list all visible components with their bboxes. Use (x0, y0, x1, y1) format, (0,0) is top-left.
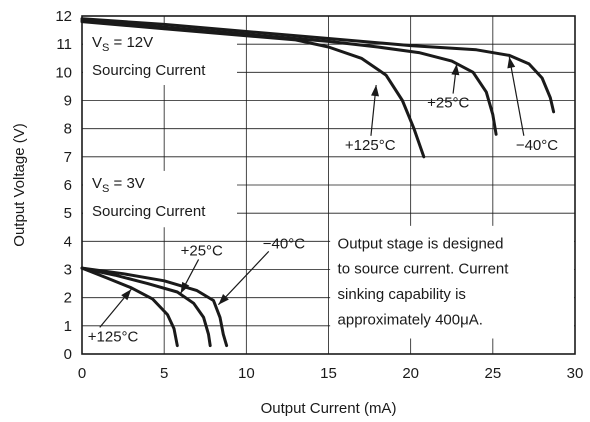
supply-label-value: = 12V (109, 34, 153, 51)
temperature-label-hi-125: +125°C (345, 137, 396, 154)
supply-voltage-label-12v: VS = 12V (92, 34, 153, 54)
temperature-label-lo-125: +125°C (88, 328, 139, 345)
x-tick-label: 0 (78, 365, 86, 382)
annotation-arrowhead (121, 289, 132, 301)
note-line-2: to source current. Current (338, 261, 510, 278)
label-box-12v (83, 30, 237, 86)
annotation-arrow-line (508, 56, 525, 136)
supply-label-base: V (92, 34, 102, 51)
x-axis-label: Output Current (mA) (261, 400, 397, 417)
annotation-arrowhead (218, 293, 229, 305)
annotation-arrowhead (507, 56, 516, 69)
y-tick-label: 3 (64, 262, 72, 279)
y-axis-label: Output Voltage (V) (11, 123, 28, 246)
y-tick-label: 9 (64, 93, 72, 110)
y-tick-label: 10 (55, 64, 72, 81)
y-tick-label: 4 (64, 233, 72, 250)
y-tick-label: 11 (56, 36, 72, 53)
y-tick-label: 6 (64, 177, 72, 194)
temperature-label-hi-25: +25°C (427, 95, 469, 112)
x-tick-label: 20 (402, 365, 419, 382)
curve-12v-40c-neg (80, 17, 556, 114)
y-tick-label: 0 (64, 346, 72, 363)
note-line-4: approximately 400μA. (338, 311, 483, 328)
y-tick-label: 8 (64, 121, 72, 138)
curve-3v-40c-neg (80, 266, 229, 348)
supply-voltage-label-3v: VS = 3V (92, 175, 145, 195)
label-box-3v (83, 170, 237, 228)
x-tick-label: 5 (160, 365, 168, 382)
temperature-label-hi-m40: −40°C (516, 137, 558, 154)
note-line-3: sinking capability is (338, 286, 466, 303)
sourcing-current-label-12v: Sourcing Current (92, 62, 206, 79)
curve-3v-25c (80, 266, 212, 348)
y-tick-label: 5 (64, 205, 72, 222)
y-tick-label: 1 (64, 318, 72, 335)
annotation-arrowhead (180, 281, 190, 294)
x-tick-label: 25 (484, 365, 501, 382)
x-tick-label: 15 (320, 365, 337, 382)
y-tick-label: 7 (64, 149, 72, 166)
note-line-1: Output stage is designed (338, 235, 504, 252)
x-tick-label: 30 (567, 365, 584, 382)
annotation-arrow-line (217, 250, 270, 306)
condition-label-boxes (83, 30, 237, 228)
annotation-arrowhead (371, 85, 380, 97)
supply-label-subscript: S (102, 42, 109, 54)
y-tick-label: 2 (64, 290, 72, 307)
note-box-background (330, 225, 574, 339)
curve-12v-25c (80, 18, 498, 136)
y-tick-label: 12 (55, 8, 72, 25)
curves (80, 17, 556, 348)
grid-lines (81, 15, 576, 355)
supply-label-base: V (92, 175, 102, 192)
temperature-label-lo-25: +25°C (181, 242, 223, 259)
plot-frame (81, 15, 576, 355)
curve-3v-125c (80, 266, 179, 348)
sourcing-current-label-3v: Sourcing Current (92, 203, 206, 220)
x-tick-label: 10 (238, 365, 255, 382)
supply-label-subscript: S (102, 183, 109, 195)
temperature-label-lo-m40: −40°C (263, 235, 305, 252)
supply-label-value: = 3V (109, 175, 144, 192)
annotation-arrowhead (451, 63, 460, 76)
curve-annotations: +125°C +25°C −40°C +125°C +25°C −40°C (88, 56, 558, 345)
